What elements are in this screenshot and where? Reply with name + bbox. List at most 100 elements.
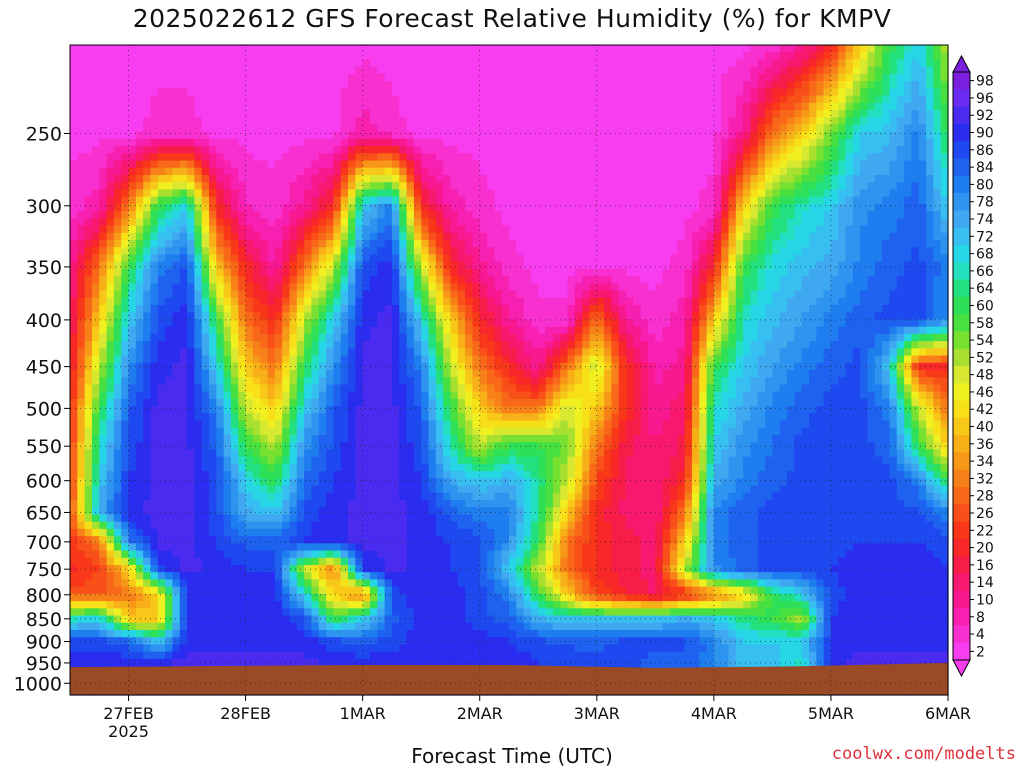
rh-cell	[157, 102, 166, 111]
rh-cell	[589, 88, 598, 97]
rh-cell	[333, 73, 342, 82]
rh-cell	[794, 95, 803, 104]
rh-cell	[216, 312, 225, 321]
rh-cell	[545, 203, 554, 212]
rh-cell	[860, 189, 869, 198]
rh-cell	[706, 240, 715, 248]
rh-cell	[209, 283, 217, 292]
rh-cell	[348, 268, 356, 277]
rh-cell	[494, 153, 503, 162]
rh-cell	[567, 305, 576, 313]
rh-cell	[187, 211, 195, 219]
rh-cell	[794, 66, 803, 75]
rh-cell	[779, 88, 788, 97]
rh-cell	[143, 225, 152, 234]
rh-cell	[743, 124, 752, 133]
rh-cell	[545, 218, 554, 227]
rh-cell	[494, 146, 503, 154]
rh-cell	[304, 45, 313, 53]
rh-cell	[640, 261, 649, 270]
rh-cell	[706, 110, 715, 118]
rh-cell	[209, 268, 217, 277]
rh-cell	[450, 232, 459, 241]
rh-cell	[318, 203, 327, 212]
rh-cell	[428, 218, 437, 227]
rh-cell	[267, 276, 276, 284]
rh-cell	[435, 196, 444, 205]
rh-cell	[889, 146, 898, 154]
rh-cell	[735, 305, 744, 313]
rh-cell	[552, 138, 561, 147]
rh-cell	[406, 261, 415, 270]
rh-cell	[574, 203, 583, 212]
rh-cell	[99, 203, 108, 212]
rh-cell	[223, 110, 232, 118]
rh-cell	[150, 333, 159, 342]
rh-cell	[201, 319, 210, 328]
rh-cell	[618, 283, 627, 292]
rh-cell	[472, 59, 481, 68]
rh-cell	[77, 290, 86, 299]
rh-cell	[560, 254, 569, 263]
rh-cell	[150, 283, 159, 292]
rh-cell	[926, 138, 934, 147]
rh-cell	[933, 333, 942, 342]
rh-cell	[311, 261, 320, 270]
rh-cell	[911, 276, 920, 284]
rh-cell	[830, 73, 839, 82]
rh-cell	[582, 240, 591, 248]
rh-cell	[340, 261, 349, 270]
rh-cell	[472, 232, 481, 241]
rh-cell	[538, 218, 547, 227]
rh-cell	[187, 73, 195, 82]
rh-cell	[413, 110, 422, 118]
rh-cell	[669, 167, 678, 176]
rh-cell	[391, 305, 400, 313]
rh-cell	[77, 117, 86, 126]
rh-cell	[377, 297, 386, 306]
rh-cell	[172, 290, 181, 299]
rh-cell	[896, 66, 905, 75]
rh-cell	[874, 218, 883, 227]
rh-cell	[618, 196, 627, 205]
rh-cell	[252, 333, 261, 342]
rh-cell	[816, 232, 825, 241]
rh-cell	[209, 276, 217, 284]
rh-cell	[633, 52, 642, 61]
rh-cell	[611, 153, 620, 162]
rh-cell	[889, 81, 898, 89]
rh-cell	[252, 261, 261, 270]
rh-cell	[369, 160, 378, 169]
rh-cell	[238, 261, 247, 270]
rh-cell	[91, 261, 100, 270]
rh-cell	[494, 124, 503, 133]
rh-cell	[223, 59, 232, 68]
rh-cell	[589, 232, 598, 241]
rh-cell	[926, 146, 934, 154]
rh-cell	[509, 95, 517, 104]
rh-cell	[450, 333, 459, 342]
rh-cell	[574, 73, 583, 82]
rh-cell	[391, 247, 400, 256]
rh-cell	[940, 81, 949, 89]
rh-cell	[501, 124, 510, 133]
rh-cell	[684, 153, 693, 162]
rh-cell	[260, 240, 269, 248]
rh-cell	[845, 218, 854, 227]
rh-cell	[618, 268, 627, 277]
rh-cell	[216, 73, 225, 82]
rh-cell	[889, 319, 898, 328]
rh-cell	[896, 102, 905, 111]
rh-cell	[545, 341, 554, 349]
rh-cell	[113, 254, 122, 263]
rh-cell	[311, 189, 320, 198]
rh-cell	[896, 297, 905, 306]
rh-cell	[143, 110, 152, 118]
rh-cell	[487, 88, 495, 97]
rh-cell	[501, 218, 510, 227]
rh-cell	[172, 276, 181, 284]
rh-cell	[523, 66, 532, 75]
rh-cell	[772, 117, 781, 126]
rh-cell	[91, 290, 100, 299]
rh-cell	[428, 117, 437, 126]
